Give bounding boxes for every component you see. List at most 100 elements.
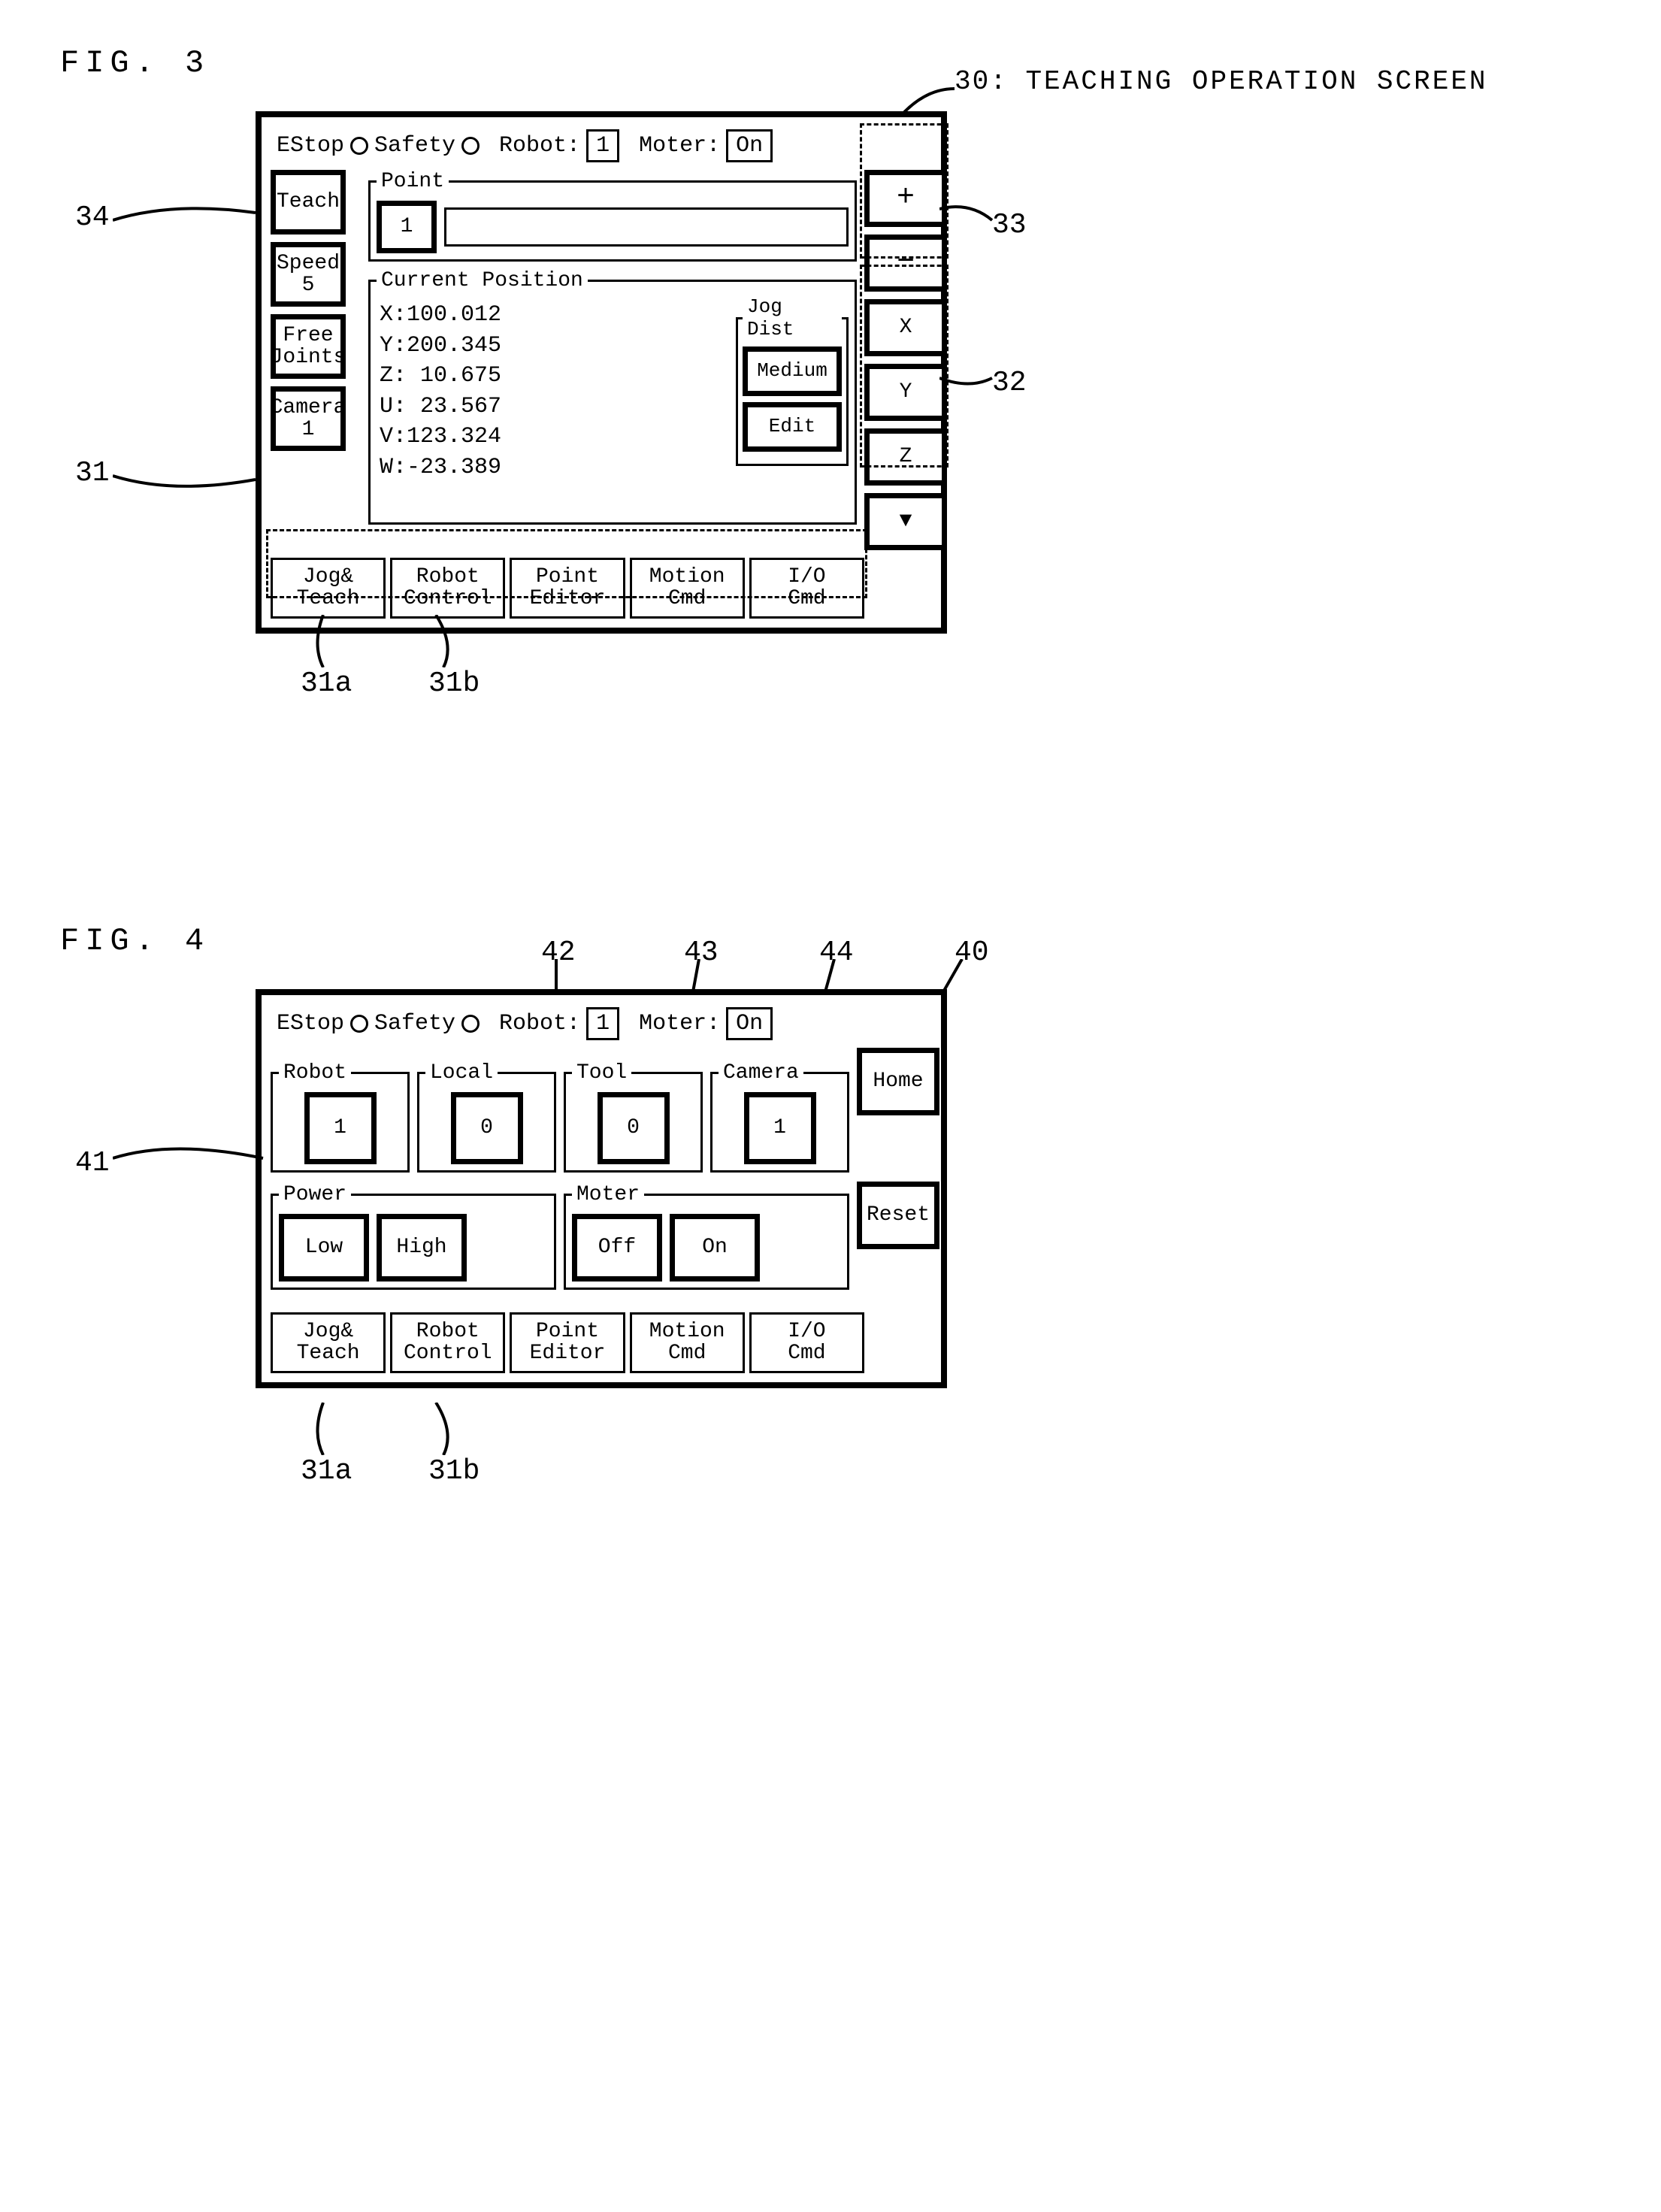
- moter-value: On: [726, 129, 773, 162]
- tab-motion-cmd[interactable]: Motion Cmd: [630, 558, 745, 619]
- robot-sel-legend: Robot: [279, 1061, 351, 1085]
- point-fieldset: Point 1: [368, 170, 857, 262]
- f4-leader-31b: [421, 1403, 466, 1455]
- leader-31a: [308, 615, 353, 667]
- selector-row: Robot 1 Local 0 Tool 0 Camera 1: [271, 1061, 849, 1173]
- leader-31b: [421, 615, 466, 667]
- jogdist-edit-button[interactable]: Edit: [743, 402, 842, 452]
- tool-sel-legend: Tool: [572, 1061, 631, 1085]
- teach-button[interactable]: Teach: [271, 170, 346, 235]
- f4-right-col: Home Reset: [857, 1048, 939, 1290]
- f4-ref-31b: 31b: [428, 1455, 480, 1487]
- leader-33: [939, 194, 1007, 239]
- ref-31b: 31b: [428, 667, 480, 700]
- robot-selector: Robot 1: [271, 1061, 410, 1173]
- z-button[interactable]: Z: [864, 428, 947, 486]
- local-sel-button[interactable]: 0: [451, 1092, 523, 1164]
- x-button[interactable]: X: [864, 299, 947, 356]
- f4-safety-label: Safety: [374, 1011, 455, 1036]
- ref-30-text: TEACHING OPERATION SCREEN: [1025, 66, 1487, 97]
- ref-30-colon: :: [990, 66, 1008, 97]
- f4-estop-led: [350, 1015, 368, 1033]
- robot-label: Robot:: [499, 133, 580, 159]
- tool-sel-button[interactable]: 0: [598, 1092, 670, 1164]
- f4-ref-31a: 31a: [301, 1455, 352, 1487]
- f4-tab-robot-control[interactable]: Robot Control: [390, 1312, 505, 1373]
- plus-button[interactable]: +: [864, 170, 947, 227]
- robot-value: 1: [586, 129, 619, 162]
- f4-robot-value: 1: [586, 1007, 619, 1040]
- point-value-button[interactable]: 1: [377, 201, 437, 253]
- minus-button[interactable]: −: [864, 235, 947, 292]
- camera-button[interactable]: Camera 1: [271, 386, 346, 451]
- camera-selector: Camera 1: [710, 1061, 849, 1173]
- fig3-wrap: 30: TEACHING OPERATION SCREEN EStop Safe…: [30, 111, 1631, 728]
- ref-34: 34: [75, 201, 110, 234]
- safety-led: [461, 137, 480, 155]
- moter-on-button[interactable]: On: [670, 1214, 760, 1282]
- free-joints-button[interactable]: Free Joints: [271, 314, 346, 379]
- power-low-button[interactable]: Low: [279, 1214, 369, 1282]
- speed-button[interactable]: Speed 5: [271, 242, 346, 307]
- jogdist-medium-button[interactable]: Medium: [743, 346, 842, 396]
- tab-io-cmd[interactable]: I/O Cmd: [749, 558, 864, 619]
- robot-sel-button[interactable]: 1: [304, 1092, 377, 1164]
- camera-sel-button[interactable]: 1: [744, 1092, 816, 1164]
- tool-selector: Tool 0: [564, 1061, 703, 1173]
- fig3-screen: EStop Safety Robot: 1 Moter: On Teach Sp…: [256, 111, 947, 634]
- f4-safety-led: [461, 1015, 480, 1033]
- reset-button[interactable]: Reset: [857, 1182, 939, 1249]
- safety-label: Safety: [374, 133, 455, 159]
- local-sel-legend: Local: [425, 1061, 498, 1085]
- home-button[interactable]: Home: [857, 1048, 939, 1115]
- jogdist-legend: Jog Dist: [743, 295, 842, 340]
- ref-31: 31: [75, 457, 110, 489]
- f4-estop-label: EStop: [277, 1011, 344, 1036]
- power-moter-row: Power Low High Moter Off On: [271, 1183, 849, 1290]
- fig4-wrap: 42 43 44 40 EStop Safety Robot: 1 Moter:…: [30, 989, 1631, 1575]
- fig4-screen: EStop Safety Robot: 1 Moter: On Robot 1 …: [256, 989, 947, 1388]
- f4-tab-row: Jog& Teach Robot Control Point Editor Mo…: [271, 1312, 864, 1373]
- f4-tab-motion-cmd[interactable]: Motion Cmd: [630, 1312, 745, 1373]
- point-input[interactable]: [444, 207, 849, 247]
- estop-label: EStop: [277, 133, 344, 159]
- f4-status-bar: EStop Safety Robot: 1 Moter: On: [271, 1004, 932, 1043]
- f4-tab-point-editor[interactable]: Point Editor: [510, 1312, 625, 1373]
- power-high-button[interactable]: High: [377, 1214, 467, 1282]
- tab-robot-control[interactable]: Robot Control: [390, 558, 505, 619]
- fig3-top-ref: 30: TEACHING OPERATION SCREEN: [955, 66, 1488, 97]
- leader-41: [113, 1139, 271, 1185]
- f4-moter-label: Moter:: [639, 1011, 720, 1036]
- tab-point-editor[interactable]: Point Editor: [510, 558, 625, 619]
- right-button-col: + − X Y Z ▼: [864, 170, 947, 550]
- leader-34: [113, 201, 263, 247]
- f4-left-area: Robot 1 Local 0 Tool 0 Camera 1 Power Lo…: [271, 1048, 849, 1290]
- tab-row: Jog& Teach Robot Control Point Editor Mo…: [271, 558, 864, 619]
- down-button[interactable]: ▼: [864, 493, 947, 550]
- status-bar: EStop Safety Robot: 1 Moter: On: [271, 126, 932, 165]
- ref-31a: 31a: [301, 667, 352, 700]
- point-legend: Point: [377, 170, 449, 193]
- local-selector: Local 0: [417, 1061, 556, 1173]
- moter-label: Moter:: [639, 133, 720, 159]
- moter-off-button[interactable]: Off: [572, 1214, 662, 1282]
- f4-tab-io-cmd[interactable]: I/O Cmd: [749, 1312, 864, 1373]
- y-button[interactable]: Y: [864, 364, 947, 421]
- estop-led: [350, 137, 368, 155]
- cp-legend: Current Position: [377, 269, 588, 292]
- f4-leader-31a: [308, 1403, 353, 1455]
- f4-tab-jog-teach[interactable]: Jog& Teach: [271, 1312, 386, 1373]
- left-button-col: Teach Speed 5 Free Joints Camera 1: [271, 170, 361, 550]
- tab-jog-teach[interactable]: Jog& Teach: [271, 558, 386, 619]
- power-legend: Power: [279, 1183, 351, 1206]
- leader-32: [939, 359, 1007, 397]
- center-area: Point 1 Current Position X:100.012 Y:200…: [368, 170, 857, 550]
- moter-fieldset: Moter Off On: [564, 1183, 849, 1290]
- moter-legend: Moter: [572, 1183, 644, 1206]
- jog-dist-fieldset: Jog Dist Medium Edit: [736, 295, 849, 466]
- camera-sel-legend: Camera: [719, 1061, 803, 1085]
- ref-41: 41: [75, 1147, 110, 1179]
- f4-moter-value: On: [726, 1007, 773, 1040]
- leader-31: [113, 457, 263, 502]
- power-fieldset: Power Low High: [271, 1183, 556, 1290]
